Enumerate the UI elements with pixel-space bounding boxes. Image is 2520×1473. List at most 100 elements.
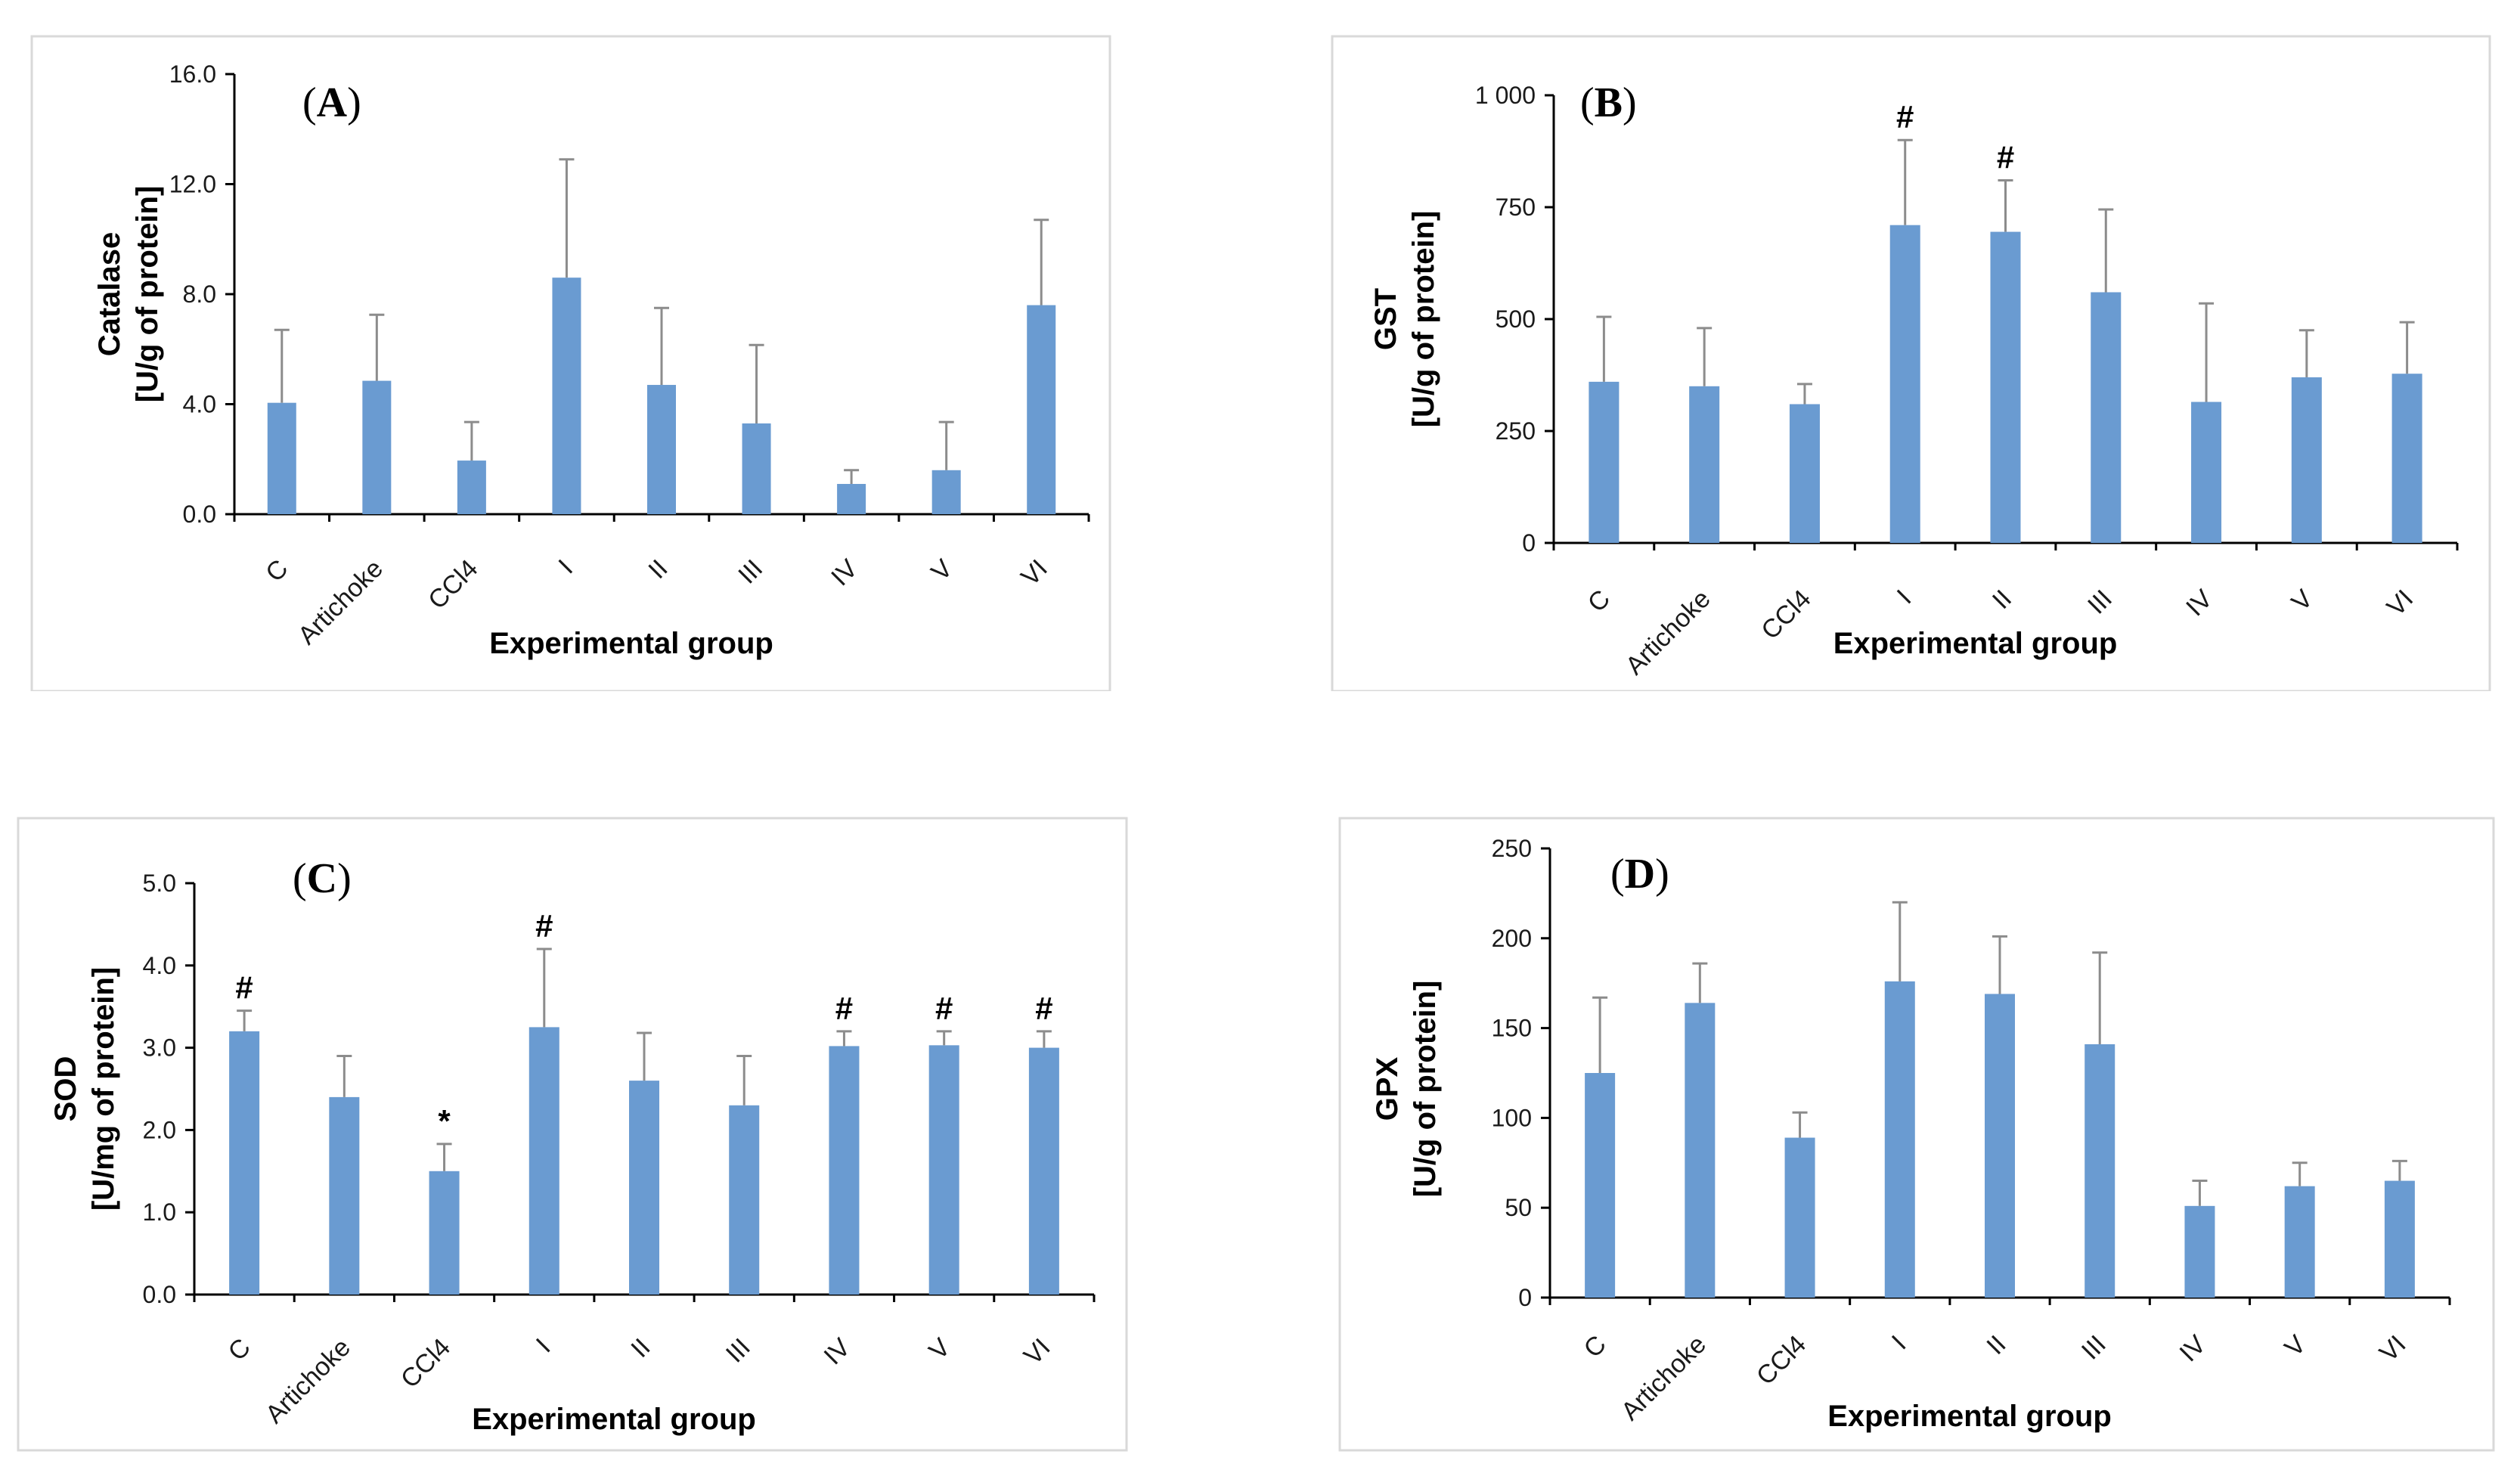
bar-iv xyxy=(829,1046,860,1295)
panel-d: 0 50 100 150 200 250 C Artichoke CCl4 I II III IV V VI… xyxy=(1338,817,2495,1452)
significance-marker: # xyxy=(1997,139,2014,175)
panel-label-close: ) xyxy=(1655,851,1669,898)
y-tick-label: 150 xyxy=(1492,1015,1532,1042)
y-axis-title: Catalase [U/g of protein] xyxy=(93,186,164,403)
significance-marker: # xyxy=(835,991,853,1026)
x-axis-title: Experimental group xyxy=(1827,1400,2112,1433)
x-axis-title: Experimental group xyxy=(472,1403,756,1436)
panel-label-close: ) xyxy=(1623,79,1637,126)
chart-frame xyxy=(1338,817,2495,1452)
bar-ii xyxy=(1990,231,2021,543)
y-tick-label: 0 xyxy=(1522,529,1536,557)
bar-ccl4 xyxy=(1784,1137,1815,1298)
panel-label-letter: C xyxy=(307,855,337,902)
bar-i xyxy=(528,1027,559,1295)
y-tick-label: 500 xyxy=(1496,305,1536,333)
x-axis-title: Experimental group xyxy=(1833,627,2118,660)
bar-iii xyxy=(742,423,771,514)
bar-v xyxy=(2284,1186,2315,1298)
significance-marker: # xyxy=(1035,991,1052,1026)
bar-artichoke xyxy=(1685,1003,1716,1298)
bar-iii xyxy=(729,1105,760,1295)
y-tick-label: 8.0 xyxy=(183,281,216,308)
bar-artichoke xyxy=(362,380,392,514)
bar-c xyxy=(229,1031,260,1295)
y-tick-label: 1 000 xyxy=(1475,82,1536,109)
bar-ccl4 xyxy=(1789,404,1820,543)
y-axis-title-line: SOD xyxy=(49,1056,82,1122)
panel-label-open: ( xyxy=(1610,851,1625,898)
bar-c xyxy=(1585,1073,1616,1298)
bar-artichoke xyxy=(329,1096,360,1295)
y-axis-title-line: [U/g of protein] xyxy=(1407,211,1440,428)
bar-vi xyxy=(1028,1047,1059,1295)
y-tick-label: 250 xyxy=(1496,417,1536,445)
bar-ii xyxy=(629,1081,659,1295)
y-tick-label: 1.0 xyxy=(143,1199,176,1226)
significance-marker: # xyxy=(935,991,953,1026)
significance-marker: # xyxy=(535,908,553,944)
bar-vi xyxy=(1027,305,1056,514)
y-axis-title-line: [U/mg of protein] xyxy=(87,967,120,1211)
bar-artichoke xyxy=(1689,386,1720,543)
bar-ccl4 xyxy=(457,461,486,514)
bar-i xyxy=(552,278,581,514)
y-tick-label: 5.0 xyxy=(143,870,176,897)
panel-label-open: ( xyxy=(1580,79,1595,126)
y-axis-title: GPX [U/g of protein] xyxy=(1371,981,1442,1198)
y-tick-label: 12.0 xyxy=(169,171,216,198)
y-tick-label: 16.0 xyxy=(169,60,216,88)
y-axis-title-line: [U/g of protein] xyxy=(1409,981,1442,1198)
chart-c: 0.01.02.03.04.05.0#C Artichoke*CCl4#I II II… xyxy=(17,817,1128,1452)
y-axis-title-line: GST xyxy=(1369,288,1403,350)
y-tick-label: 4.0 xyxy=(143,952,176,979)
panel-label: (C) xyxy=(293,855,352,902)
panel-a: 0.0 4.0 8.0 12.0 16.0 C Artichoke CCl4 I II III IV V… xyxy=(30,26,1111,691)
y-tick-label: 750 xyxy=(1496,194,1536,221)
bar-ccl4 xyxy=(429,1171,460,1295)
y-tick-label: 50 xyxy=(1505,1194,1532,1221)
y-axis-title-line: GPX xyxy=(1371,1056,1404,1121)
panel-label-letter: B xyxy=(1595,79,1623,126)
y-tick-label: 2.0 xyxy=(143,1116,176,1143)
panel-label-close: ) xyxy=(347,79,361,126)
significance-marker: # xyxy=(1896,99,1914,135)
panel-label-open: ( xyxy=(293,855,307,902)
y-tick-label: 4.0 xyxy=(183,391,216,418)
y-tick-label: 0.0 xyxy=(143,1281,176,1308)
y-axis-title-line: [U/g of protein] xyxy=(131,186,164,403)
panel-label: (D) xyxy=(1610,851,1669,898)
y-tick-label: 3.0 xyxy=(143,1034,176,1062)
panel-b: 0 250 500 750 1 000 C Artichoke CCl4 # I # II III IV V… xyxy=(1331,26,2491,691)
y-tick-label: 250 xyxy=(1492,835,1532,862)
chart-frame xyxy=(17,817,1128,1452)
panel-label-letter: D xyxy=(1625,851,1655,898)
bar-iv xyxy=(2191,402,2222,543)
bar-i xyxy=(1889,225,1920,543)
panel-label-open: ( xyxy=(302,79,317,126)
bar-ii xyxy=(1985,994,2015,1298)
panel-c: 0.0 1.0 2.0 3.0 4.0 5.0 # C Artichoke * CCl4 # I II II… xyxy=(17,817,1128,1452)
bar-v xyxy=(931,470,961,514)
y-tick-label: 0.0 xyxy=(183,501,216,528)
y-tick-label: 200 xyxy=(1492,925,1532,952)
bar-v xyxy=(928,1045,959,1295)
bar-c xyxy=(1589,381,1620,543)
bar-i xyxy=(1884,981,1915,1298)
panel-label: (A) xyxy=(302,79,361,126)
bar-iv xyxy=(2184,1205,2215,1298)
y-tick-label: 0 xyxy=(1518,1284,1532,1311)
x-axis-title: Experimental group xyxy=(489,627,773,660)
bar-iii xyxy=(2085,1044,2115,1298)
panel-label: (B) xyxy=(1580,79,1637,126)
y-axis-title-line: Catalase xyxy=(93,232,126,357)
bar-ii xyxy=(647,385,676,514)
bar-v xyxy=(2291,377,2322,543)
y-tick-label: 100 xyxy=(1492,1104,1532,1131)
panel-label-letter: A xyxy=(317,79,348,126)
significance-marker: * xyxy=(438,1103,451,1139)
